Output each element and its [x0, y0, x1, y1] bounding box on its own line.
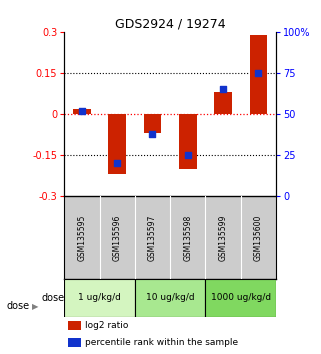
Bar	[214, 92, 232, 114]
Point	[221, 87, 226, 92]
Text: dose: dose	[6, 301, 30, 311]
Text: percentile rank within the sample: percentile rank within the sample	[85, 338, 239, 347]
Text: log2 ratio: log2 ratio	[85, 321, 129, 330]
Bar	[108, 114, 126, 175]
Text: 1 ug/kg/d: 1 ug/kg/d	[78, 293, 121, 302]
Bar	[249, 35, 267, 114]
Bar	[135, 279, 205, 317]
Bar	[73, 109, 91, 114]
Bar	[143, 114, 161, 133]
Point	[185, 152, 190, 158]
Text: GSM135599: GSM135599	[219, 214, 228, 261]
Text: GSM135596: GSM135596	[113, 214, 122, 261]
Bar	[64, 279, 135, 317]
Text: dose: dose	[42, 293, 65, 303]
Text: GSM135600: GSM135600	[254, 214, 263, 261]
Text: 1000 ug/kg/d: 1000 ug/kg/d	[211, 293, 271, 302]
Bar	[205, 279, 276, 317]
Text: ▶: ▶	[32, 302, 39, 311]
Bar	[68, 321, 81, 330]
Text: GSM135597: GSM135597	[148, 214, 157, 261]
Point	[256, 70, 261, 76]
Text: GSM135595: GSM135595	[77, 214, 86, 261]
Title: GDS2924 / 19274: GDS2924 / 19274	[115, 18, 225, 31]
Bar	[68, 338, 81, 347]
Text: 10 ug/kg/d: 10 ug/kg/d	[146, 293, 195, 302]
Text: GSM135598: GSM135598	[183, 214, 192, 261]
Point	[150, 131, 155, 137]
Bar	[179, 114, 196, 169]
Point	[79, 108, 84, 114]
Point	[115, 161, 120, 166]
